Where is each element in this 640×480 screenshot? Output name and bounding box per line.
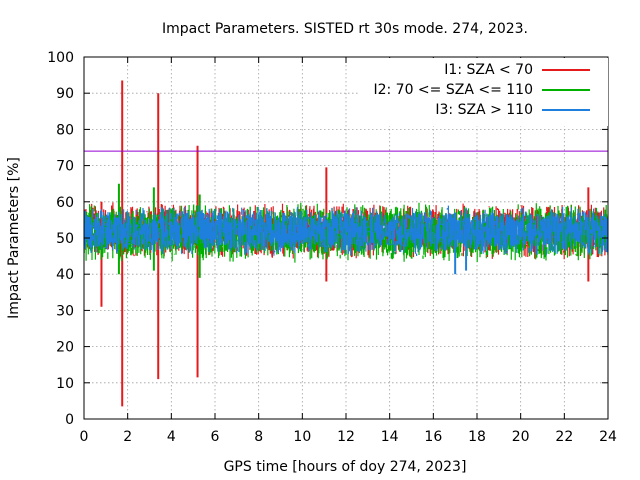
- legend-label-i2: I2: 70 <= SZA <= 110: [373, 82, 533, 98]
- x-tick-label: 24: [599, 429, 617, 445]
- y-tick-label: 0: [65, 412, 74, 428]
- legend-label-i1: I1: SZA < 70: [444, 62, 533, 78]
- y-tick-label: 30: [56, 303, 74, 319]
- y-tick-label: 40: [56, 267, 74, 283]
- x-tick-label: 10: [293, 429, 311, 445]
- y-tick-label: 90: [56, 86, 74, 102]
- y-tick-label: 100: [47, 50, 74, 66]
- series-3: [83, 205, 609, 275]
- x-tick-label: 0: [80, 429, 89, 445]
- x-tick-label: 22: [555, 429, 573, 445]
- x-tick-label: 12: [337, 429, 355, 445]
- legend-label-i3: I3: SZA > 110: [435, 102, 533, 118]
- x-tick-label: 20: [512, 429, 530, 445]
- x-tick-label: 8: [254, 429, 263, 445]
- x-tick-label: 14: [381, 429, 399, 445]
- y-tick-label: 70: [56, 159, 74, 175]
- chart-title: Impact Parameters. SISTED rt 30s mode. 2…: [162, 21, 528, 37]
- y-tick-label: 10: [56, 376, 74, 392]
- axes: 0 2 4 6 8 10 12 14 16 18 20 22 240102030405060708090…: [47, 50, 617, 445]
- plot-series: [83, 80, 609, 407]
- y-tick-label: 50: [56, 231, 74, 247]
- y-tick-label: 60: [56, 195, 74, 211]
- x-tick-label: 4: [167, 429, 176, 445]
- x-tick-label: 6: [211, 429, 220, 445]
- legend: I1: SZA < 70 I2: 70 <= SZA <= 110 I3: SZ…: [360, 58, 608, 126]
- y-tick-label: 80: [56, 122, 74, 138]
- y-axis-label: Impact Parameters [%]: [6, 157, 22, 319]
- x-tick-label: 2: [123, 429, 132, 445]
- x-tick-label: 16: [424, 429, 442, 445]
- y-tick-label: 20: [56, 340, 74, 356]
- x-tick-label: 18: [468, 429, 486, 445]
- x-axis-label: GPS time [hours of doy 274, 2023]: [224, 459, 467, 475]
